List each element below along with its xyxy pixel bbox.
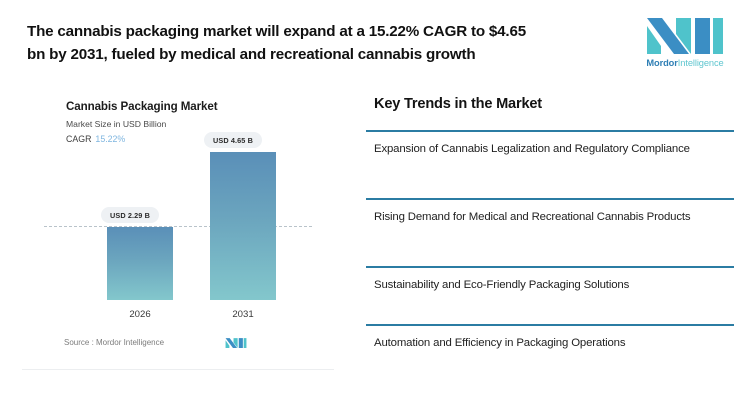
cagr-value: 15.22% bbox=[95, 134, 126, 144]
brand-name-bold: Mordor bbox=[646, 58, 678, 68]
key-trends-panel: Key Trends in the Market Expansion of Ca… bbox=[366, 96, 734, 382]
page-title: The cannabis packaging market will expan… bbox=[27, 20, 526, 66]
chart-card: Cannabis Packaging Market Market Size in… bbox=[22, 88, 334, 370]
trend-item-1-text: Expansion of Cannabis Legalization and R… bbox=[374, 143, 690, 155]
key-trends-title: Key Trends in the Market bbox=[374, 96, 542, 112]
trend-item-4-text: Automation and Efficiency in Packaging O… bbox=[374, 337, 626, 349]
trend-item-1[interactable]: Expansion of Cannabis Legalization and R… bbox=[366, 130, 734, 198]
bar-value-label-2031: USD 4.65 B bbox=[204, 132, 262, 148]
trend-item-2[interactable]: Rising Demand for Medical and Recreation… bbox=[366, 198, 734, 266]
trend-item-2-text: Rising Demand for Medical and Recreation… bbox=[374, 211, 691, 223]
x-axis-label-2026: 2026 bbox=[129, 309, 151, 320]
bar-2031[interactable] bbox=[210, 152, 276, 300]
bar-chart-plot: USD 2.29 B 2026 USD 4.65 B 2031 bbox=[22, 132, 334, 324]
source-label: Source : Mordor Intelligence bbox=[64, 338, 165, 347]
trend-item-3-text: Sustainability and Eco-Friendly Packagin… bbox=[374, 279, 630, 291]
chart-cagr: CAGR 15.22% bbox=[66, 134, 125, 144]
reference-dashed-line bbox=[44, 226, 312, 227]
brand-logo: MordorIntelligence bbox=[637, 12, 733, 68]
mordor-intelligence-logo-icon-small bbox=[225, 338, 247, 348]
chart-footer: Source : Mordor Intelligence bbox=[22, 336, 334, 356]
cagr-label: CAGR bbox=[66, 134, 92, 144]
bar-2026[interactable] bbox=[107, 227, 173, 300]
page-header: The cannabis packaging market will expan… bbox=[0, 0, 750, 86]
trend-item-3[interactable]: Sustainability and Eco-Friendly Packagin… bbox=[366, 266, 734, 324]
headline-line-2: bn by 2031, fueled by medical and recrea… bbox=[27, 46, 476, 64]
x-axis-label-2031: 2031 bbox=[232, 309, 254, 320]
trend-item-4[interactable]: Automation and Efficiency in Packaging O… bbox=[366, 324, 734, 382]
chart-subtitle: Market Size in USD Billion bbox=[66, 119, 167, 129]
headline-line-1: The cannabis packaging market will expan… bbox=[27, 23, 526, 40]
brand-name-light: Intelligence bbox=[677, 58, 724, 68]
mordor-intelligence-logo-icon bbox=[647, 18, 723, 54]
chart-title: Cannabis Packaging Market bbox=[66, 100, 218, 113]
brand-wordmark: MordorIntelligence bbox=[637, 58, 733, 68]
bar-value-label-2026: USD 2.29 B bbox=[101, 207, 159, 223]
